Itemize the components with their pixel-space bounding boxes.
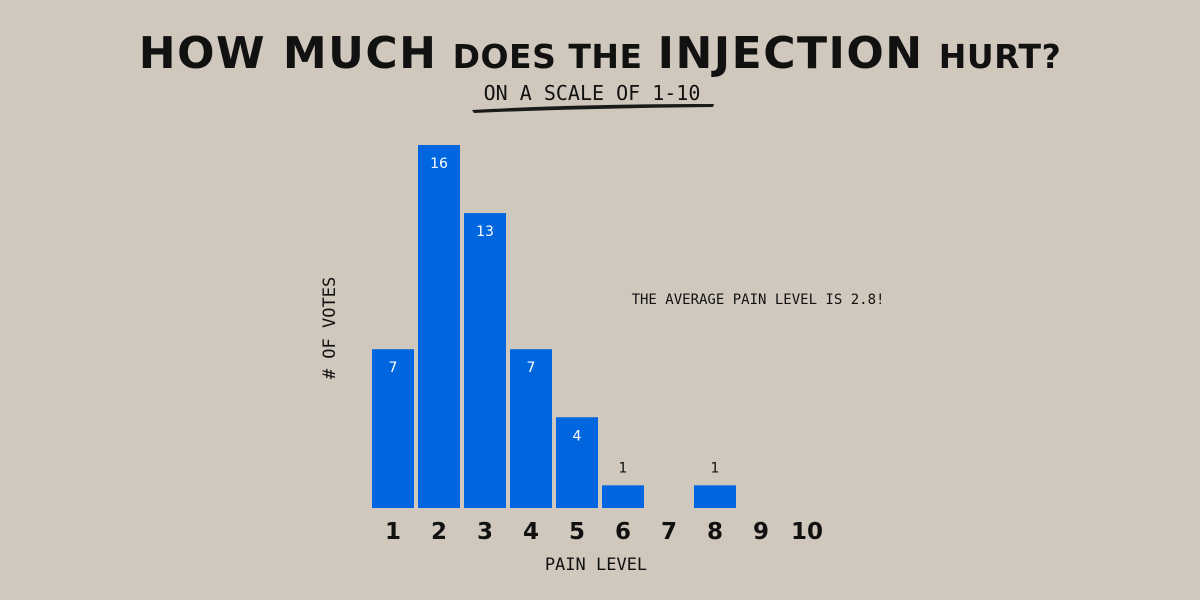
average-annotation: THE AVERAGE PAIN LEVEL IS 2.8!: [632, 292, 885, 308]
data-label-pain-5: 4: [573, 428, 582, 444]
x-tick-label-2: 2: [431, 519, 447, 545]
bar-pain-8: [694, 485, 736, 508]
title-part-how-much: HOW MUCH: [139, 28, 438, 79]
bar-pain-5: [556, 417, 598, 508]
x-tick-label-7: 7: [661, 519, 677, 545]
bar-pain-3: [464, 213, 506, 508]
x-tick-label-8: 8: [707, 519, 723, 545]
bar-pain-1: [372, 349, 414, 508]
data-label-pain-1: 7: [389, 360, 398, 376]
bars-group: [372, 145, 736, 508]
x-tick-label-9: 9: [753, 519, 769, 545]
subtitle-underline: [472, 104, 714, 113]
x-tick-labels: 1 2 3 4 5 6 7 8 9 10: [385, 519, 823, 545]
data-label-pain-3: 13: [476, 224, 494, 240]
title-part-injection: INJECTION: [658, 28, 924, 79]
chart-title: HOW MUCH DOES THE INJECTION HURT?: [139, 28, 1061, 79]
data-label-pain-8: 1: [711, 460, 720, 476]
x-tick-label-1: 1: [385, 519, 401, 545]
x-tick-label-4: 4: [523, 519, 539, 545]
x-tick-label-6: 6: [615, 519, 631, 545]
data-label-pain-2: 16: [430, 156, 448, 172]
x-tick-label-5: 5: [569, 519, 585, 545]
title-part-does-the: DOES THE: [453, 37, 643, 76]
chart-subtitle: ON A SCALE OF 1-10: [484, 81, 701, 105]
data-labels-group: 7 16 13 7 4 1 1: [389, 156, 720, 476]
title-part-hurt: HURT?: [939, 37, 1062, 76]
x-tick-label-3: 3: [477, 519, 493, 545]
data-label-pain-6: 1: [619, 460, 628, 476]
bar-pain-2: [418, 145, 460, 508]
bar-pain-6: [602, 485, 644, 508]
y-axis-label: # OF VOTES: [320, 277, 340, 379]
x-tick-label-10: 10: [791, 519, 823, 545]
bar-pain-4: [510, 349, 552, 508]
x-axis-label: PAIN LEVEL: [545, 555, 647, 575]
data-label-pain-4: 7: [527, 360, 536, 376]
